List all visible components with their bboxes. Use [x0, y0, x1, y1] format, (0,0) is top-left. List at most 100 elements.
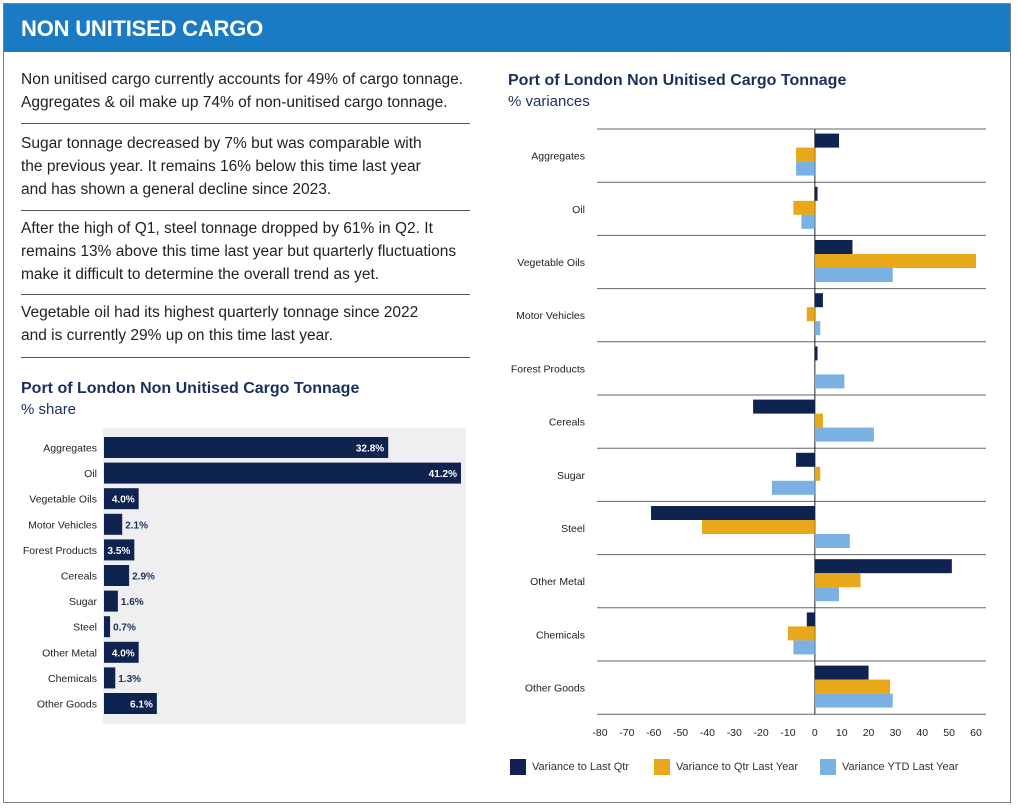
- variance-x-tick-label: -50: [673, 727, 688, 739]
- share-data-label: 0.7%: [113, 623, 136, 634]
- variance-category-label: Aggregates: [531, 151, 585, 163]
- variance-bar: [814, 133, 840, 148]
- share-bar: [104, 437, 389, 458]
- divider: [21, 357, 470, 358]
- page-title: NON UNITISED CARGO: [21, 16, 264, 41]
- share-category-label: Other Goods: [37, 699, 97, 711]
- variance-category-label: Cereals: [549, 417, 585, 429]
- share-data-label: 6.1%: [130, 700, 153, 711]
- paragraph-veg-oil: Vegetable oil had its highest quarterly …: [21, 301, 471, 347]
- share-category-label: Forest Products: [23, 545, 97, 557]
- variance-x-tick-label: 20: [863, 727, 875, 739]
- variance-bar: [814, 413, 823, 428]
- share-chart: Aggregates 32.8% Oil 41.2% Vegetable Oils 4.0…: [23, 428, 466, 724]
- variance-bar: [814, 534, 850, 548]
- variance-bar: [806, 612, 815, 627]
- paragraph-share: Non unitised cargo currently accounts fo…: [21, 68, 471, 114]
- share-data-label: 2.1%: [125, 520, 148, 531]
- variance-bar: [814, 346, 818, 361]
- variance-bar: [801, 214, 815, 229]
- share-category-label: Other Metal: [42, 647, 97, 659]
- share-chart-subtitle: % share: [21, 401, 77, 418]
- variance-bar: [814, 240, 853, 254]
- share-data-label: 1.6%: [121, 597, 144, 608]
- share-bar: [104, 667, 116, 689]
- legend-swatch: [510, 759, 526, 775]
- share-data-label: 41.2%: [429, 469, 457, 480]
- variance-bar: [796, 147, 815, 162]
- variance-bar: [796, 161, 815, 176]
- share-data-label: 3.5%: [108, 546, 131, 557]
- paragraph-sugar: Sugar tonnage decreased by 7% but was co…: [21, 132, 471, 201]
- variance-x-tick-label: 60: [970, 727, 982, 739]
- legend-label: Variance YTD Last Year: [842, 761, 959, 773]
- share-bar: [104, 693, 157, 714]
- legend-item-ytd-last-year: Variance YTD Last Year: [820, 758, 958, 776]
- text-line: remains 13% above this time last year bu…: [21, 243, 457, 260]
- variance-x-tick-label: 0: [812, 727, 818, 739]
- divider: [21, 210, 470, 211]
- variance-bar: [814, 587, 840, 602]
- legend-swatch: [820, 759, 836, 775]
- variance-bar: [814, 693, 893, 708]
- variance-x-tick-label: 50: [943, 727, 955, 739]
- variance-bar: [814, 268, 893, 282]
- variance-x-tick-label: -60: [646, 727, 661, 739]
- text-line: Vegetable oil had its highest quarterly …: [21, 304, 419, 321]
- variance-bar: [788, 626, 815, 641]
- variance-bar: [793, 640, 815, 655]
- text-line: Aggregates & oil make up 74% of non-unit…: [21, 94, 448, 111]
- variance-bar: [753, 399, 815, 414]
- variance-bar: [814, 679, 891, 694]
- text-line: Sugar tonnage decreased by 7% but was co…: [21, 135, 422, 152]
- header-bar: NON UNITISED CARGO: [4, 4, 1010, 52]
- variance-x-tick-label: 30: [890, 727, 902, 739]
- variance-category-label: Other Metal: [530, 576, 585, 588]
- share-category-label: Chemicals: [48, 673, 97, 685]
- share-bar: [104, 565, 130, 586]
- variance-bar: [814, 321, 821, 336]
- variance-x-tick-label: -20: [754, 727, 769, 739]
- variance-category-label: Vegetable Oils: [517, 257, 585, 269]
- variance-x-tick-label: 40: [916, 727, 928, 739]
- text-line: and is currently 29% up on this time las…: [21, 327, 333, 344]
- page-frame: [3, 3, 1011, 803]
- variance-chart: Aggregates Oil Vegetable Oils Motor Vehicle…: [511, 128, 986, 739]
- variance-bar: [702, 520, 815, 534]
- share-data-label: 4.0%: [112, 648, 135, 659]
- paragraph-steel: After the high of Q1, steel tonnage drop…: [21, 217, 471, 286]
- variance-category-label: Motor Vehicles: [516, 310, 585, 322]
- variance-bar: [814, 427, 874, 442]
- variance-category-label: Forest Products: [511, 363, 585, 375]
- share-bar: [104, 641, 139, 663]
- text-line: make it difficult to determine the overa…: [21, 266, 380, 283]
- text-line: and has shown a general decline since 20…: [21, 181, 332, 198]
- variance-bar: [814, 665, 869, 680]
- variance-chart-title: Port of London Non Unitised Cargo Tonnag…: [508, 72, 847, 89]
- variance-x-tick-label: 10: [836, 727, 848, 739]
- share-data-label: 1.3%: [118, 674, 141, 685]
- variance-category-label: Oil: [572, 204, 585, 216]
- share-data-label: 4.0%: [112, 495, 135, 506]
- variance-chart-subtitle: % variances: [508, 93, 590, 110]
- variance-bar: [806, 307, 815, 322]
- legend-label: Variance to Qtr Last Year: [676, 761, 799, 773]
- share-data-label: 32.8%: [356, 444, 384, 455]
- variance-category-label: Steel: [561, 523, 585, 535]
- share-bar: [104, 462, 461, 484]
- variance-bar: [814, 254, 976, 268]
- divider: [21, 294, 470, 295]
- text-line: the previous year. It remains 16% below …: [21, 158, 421, 175]
- variance-x-tick-label: -30: [727, 727, 742, 739]
- variance-category-label: Other Goods: [525, 683, 585, 695]
- variance-bar: [814, 559, 952, 574]
- variance-category-label: Chemicals: [536, 629, 585, 641]
- share-bar: [104, 488, 139, 510]
- variance-bar: [814, 293, 823, 308]
- variance-x-tick-label: -40: [700, 727, 715, 739]
- legend-label: Variance to Last Qtr: [532, 761, 630, 773]
- legend-swatch: [654, 759, 670, 775]
- variance-x-tick-label: -80: [592, 727, 607, 739]
- variance-x-tick-label: -10: [780, 727, 795, 739]
- share-category-label: Steel: [73, 622, 97, 634]
